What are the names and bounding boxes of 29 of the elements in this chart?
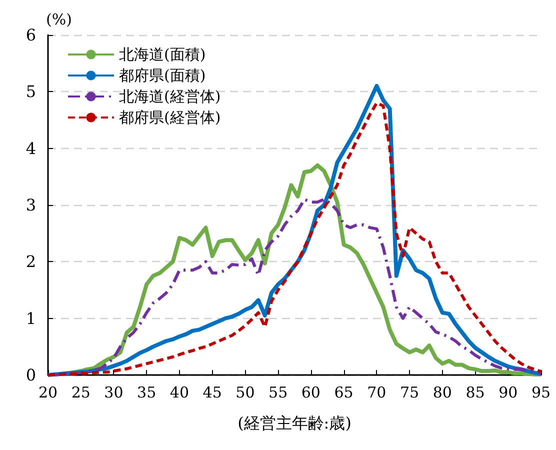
y-axis-title: (%) bbox=[46, 10, 72, 28]
x-tick-label: 25 bbox=[71, 384, 90, 402]
x-tick-label: 55 bbox=[268, 384, 288, 402]
x-tick-label: 45 bbox=[202, 384, 222, 402]
x-tick-label: 80 bbox=[432, 384, 452, 402]
x-tick-label: 90 bbox=[498, 384, 518, 402]
y-tick-label: 3 bbox=[26, 196, 36, 214]
x-tick-label: 65 bbox=[334, 384, 354, 402]
legend-label: 北海道(面積) bbox=[119, 46, 206, 64]
x-tick-label: 40 bbox=[170, 384, 190, 402]
x-tick-label: 50 bbox=[236, 384, 255, 402]
y-tick-label: 2 bbox=[26, 252, 36, 272]
x-tick-label: 85 bbox=[466, 384, 485, 402]
x-axis-title: (経営主年齢:歳) bbox=[238, 414, 352, 432]
legend-label: 都府県(面積) bbox=[119, 66, 206, 84]
x-tick-label: 95 bbox=[531, 384, 551, 402]
y-tick-label: 0 bbox=[26, 366, 36, 384]
legend-label: 北海道(経営体) bbox=[119, 88, 221, 106]
x-tick-label: 70 bbox=[367, 384, 386, 402]
x-tick-label: 30 bbox=[104, 384, 124, 402]
x-tick-label: 35 bbox=[137, 384, 156, 402]
x-tick-label: 20 bbox=[38, 384, 58, 402]
y-tick-label: 6 bbox=[26, 26, 36, 44]
y-tick-label: 4 bbox=[26, 138, 36, 158]
y-tick-label: 1 bbox=[26, 308, 36, 328]
y-tick-label: 5 bbox=[26, 82, 36, 102]
x-tick-label: 75 bbox=[400, 384, 420, 402]
legend-label: 都府県(経営体) bbox=[119, 108, 221, 126]
x-tick-label: 60 bbox=[301, 384, 320, 402]
